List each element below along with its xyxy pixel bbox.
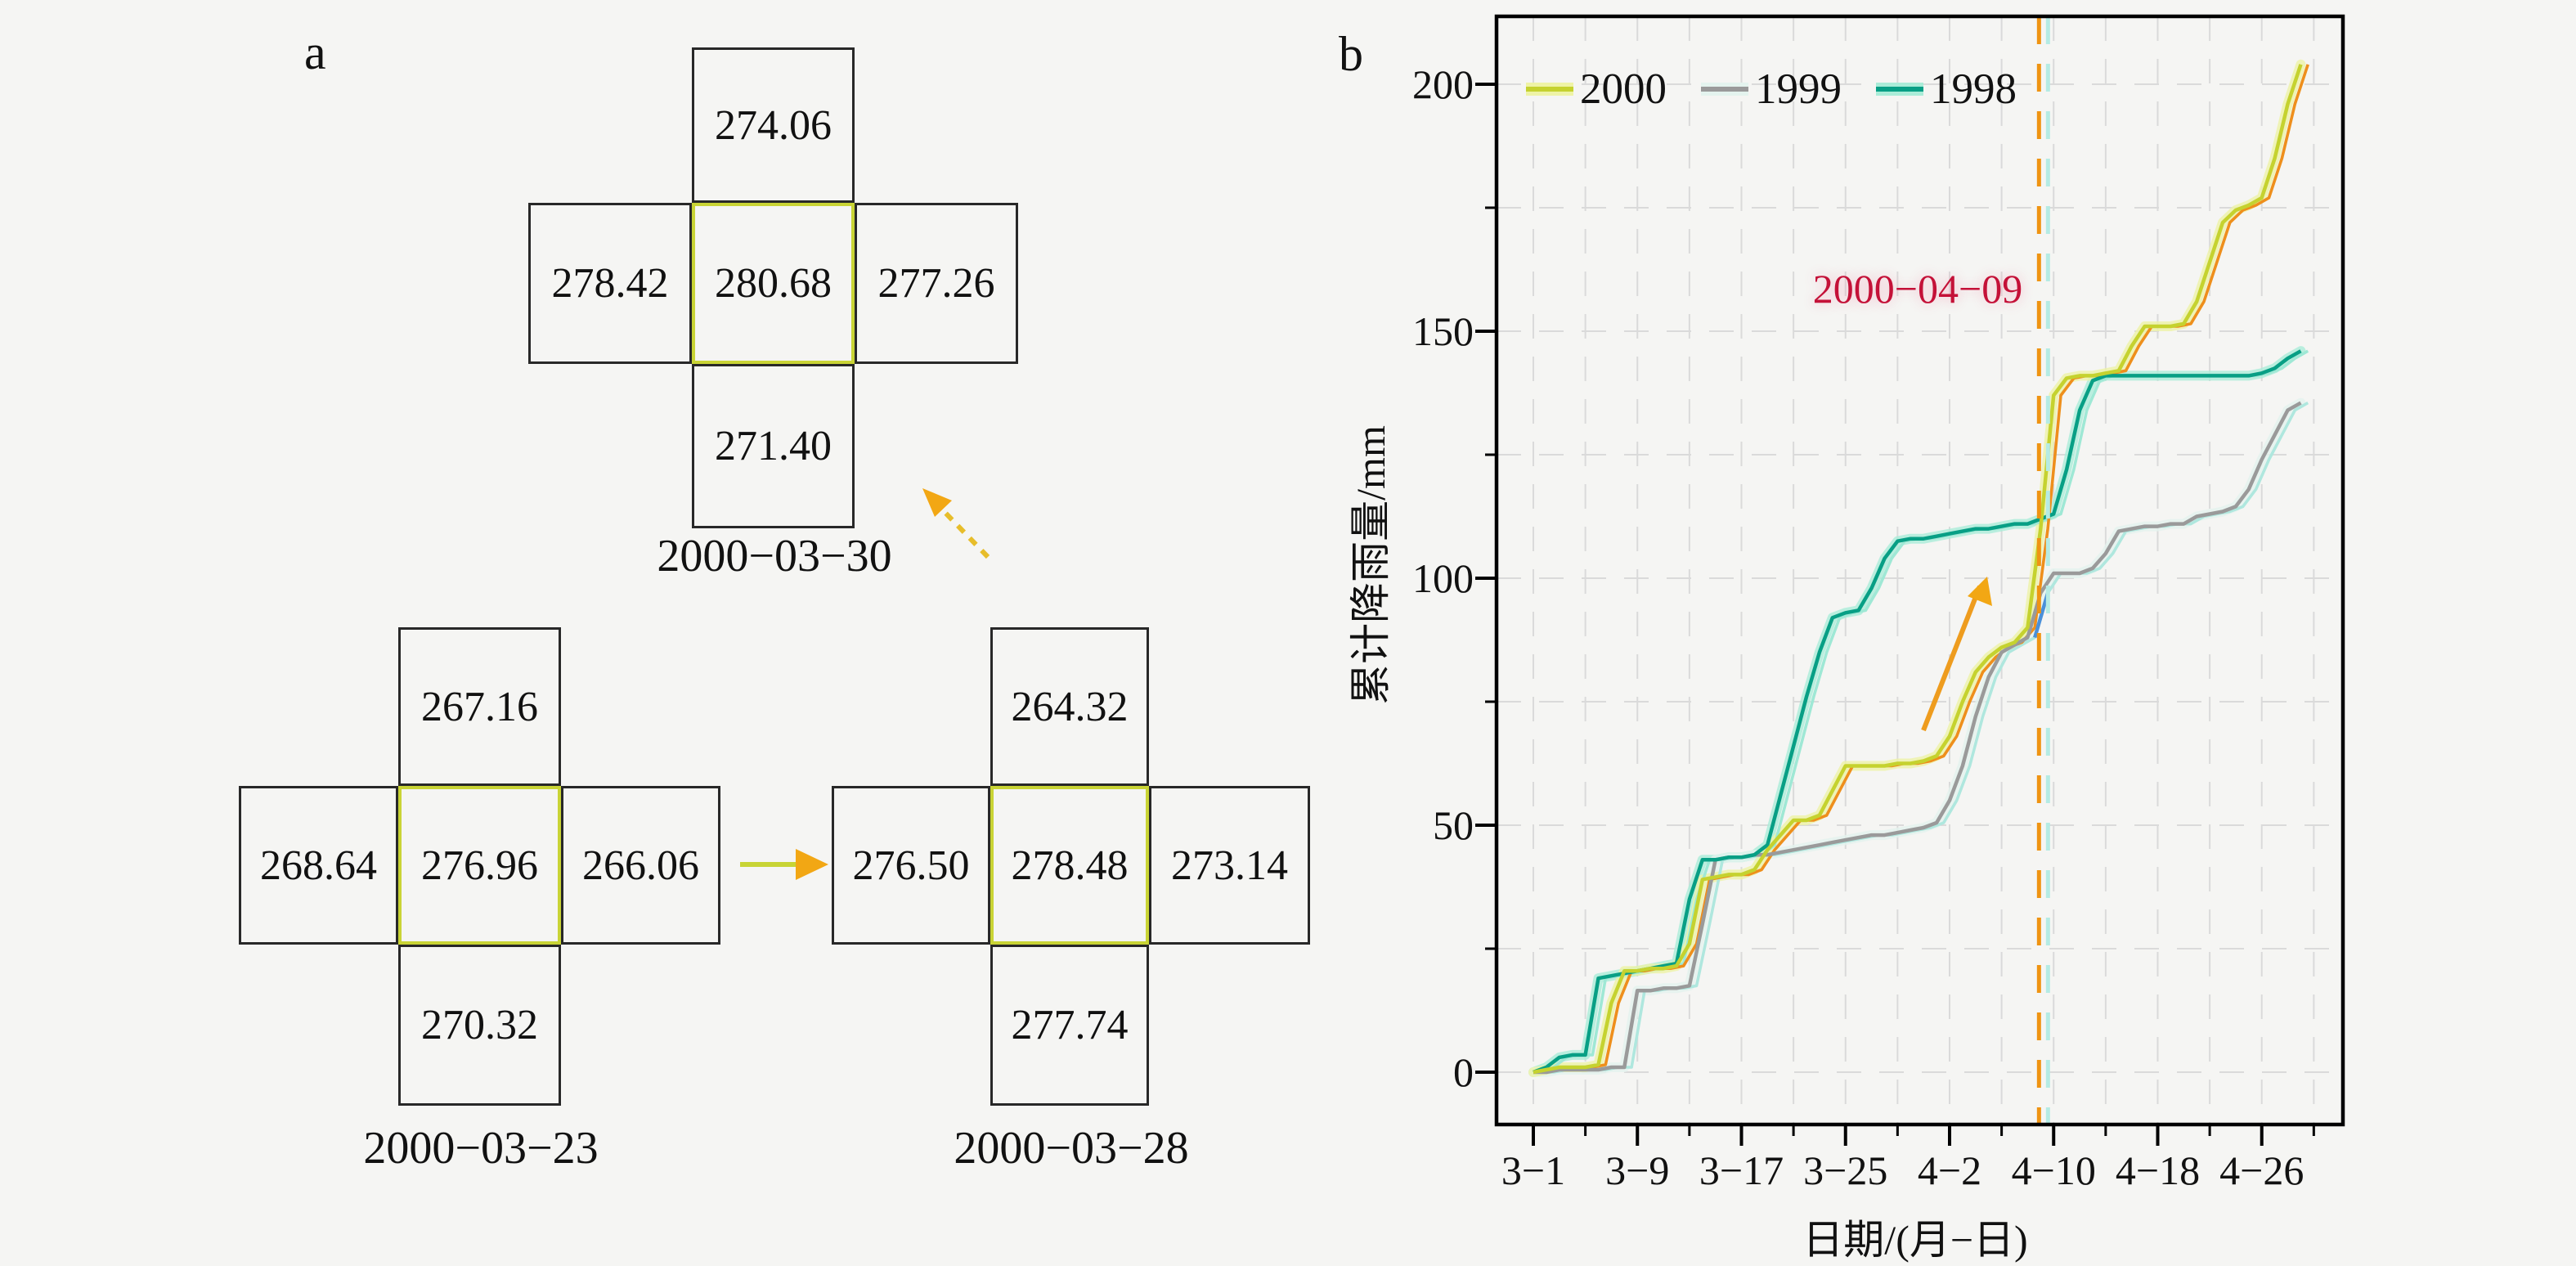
grid-value: 271.40 bbox=[715, 423, 832, 469]
grid-value: 266.06 bbox=[582, 842, 699, 889]
grid-cell-center: 276.96 bbox=[398, 786, 561, 945]
grid-diagram-2000-03-23: 267.16 268.64 276.96 266.06 270.32 bbox=[239, 627, 720, 1106]
series-line-1999 bbox=[1533, 401, 2302, 1075]
series-line-1998 bbox=[1533, 349, 2302, 1075]
x-tick-label: 4−2 bbox=[1917, 1147, 1982, 1193]
grid-value: 278.48 bbox=[1011, 842, 1129, 889]
y-tick-label: 50 bbox=[1433, 802, 1474, 848]
grid-cell-north: 274.06 bbox=[692, 47, 855, 203]
grid-cell-east: 273.14 bbox=[1149, 786, 1310, 945]
legend-item-1998: 1998 bbox=[1876, 65, 2017, 114]
trend-arrow-head-icon bbox=[1968, 577, 1992, 606]
cross-date-label: 2000−03−28 bbox=[954, 1123, 1189, 1174]
chart-legend: 2000 1999 1998 bbox=[1526, 64, 2017, 114]
grid-cell-west: 268.64 bbox=[239, 786, 398, 945]
series-highlight-1999 bbox=[2033, 592, 2050, 639]
grid-value: 277.74 bbox=[1011, 1002, 1129, 1048]
x-tick-label: 4−10 bbox=[2011, 1147, 2096, 1193]
grid-value: 278.42 bbox=[551, 260, 669, 307]
legend-label: 2000 bbox=[1580, 65, 1667, 113]
grid-cell-center: 280.68 bbox=[692, 203, 855, 364]
grid-cell-east: 277.26 bbox=[855, 203, 1018, 364]
event-date-annotation: 2000−04−09 bbox=[1812, 266, 2023, 312]
grid-diagram-2000-03-28: 264.32 276.50 278.48 273.14 277.74 bbox=[832, 627, 1310, 1106]
grid-diagram-2000-03-30: 274.06 278.42 280.68 277.26 271.40 bbox=[528, 47, 1018, 528]
grid-cell-south: 271.40 bbox=[692, 364, 855, 528]
x-axis-title: 日期/(月−日) bbox=[1802, 1217, 2028, 1263]
y-axis-title: 累计降雨量/mm bbox=[1348, 425, 1393, 705]
grid-cell-north: 264.32 bbox=[990, 627, 1149, 786]
grid-cell-south: 270.32 bbox=[398, 945, 561, 1106]
legend-line-swatch-2000-icon bbox=[1526, 82, 1573, 97]
dashed-arrow-up-left-icon bbox=[922, 488, 990, 559]
legend-label: 1999 bbox=[1755, 65, 1842, 113]
grid-cell-north: 267.16 bbox=[398, 627, 561, 786]
grid-cell-south: 277.74 bbox=[990, 945, 1149, 1106]
y-tick-label: 150 bbox=[1412, 308, 1474, 354]
grid-value: 273.14 bbox=[1171, 842, 1288, 889]
solid-arrow-right-icon bbox=[740, 849, 828, 880]
legend-line-swatch-1998-icon bbox=[1876, 82, 1923, 97]
x-tick-label: 4−18 bbox=[2115, 1147, 2201, 1193]
y-tick-label: 200 bbox=[1412, 61, 1474, 107]
grid-value: 264.32 bbox=[1011, 683, 1129, 730]
panel-a-label: a bbox=[304, 25, 326, 79]
x-tick-label: 4−26 bbox=[2219, 1147, 2304, 1193]
panel-b-label: b bbox=[1339, 27, 1363, 81]
series-line-2000 bbox=[1533, 64, 2303, 1075]
grid-value: 270.32 bbox=[421, 1002, 538, 1048]
trend-arrow-shaft bbox=[1921, 585, 1982, 732]
series-halo-2000 bbox=[1528, 59, 2306, 1077]
legend-item-1999: 1999 bbox=[1701, 65, 1842, 114]
x-tick-label: 3−17 bbox=[1699, 1147, 1784, 1193]
grid-value: 276.50 bbox=[852, 842, 970, 889]
y-tick-label: 100 bbox=[1412, 555, 1474, 601]
grid-cell-east: 266.06 bbox=[561, 786, 720, 945]
grid-cell-west: 276.50 bbox=[832, 786, 990, 945]
x-tick-label: 3−25 bbox=[1803, 1147, 1888, 1193]
legend-line-swatch-1999-icon bbox=[1701, 82, 1748, 97]
grid-cell-west: 278.42 bbox=[528, 203, 692, 364]
legend-label: 1998 bbox=[1930, 65, 2017, 113]
grid-cell-center: 278.48 bbox=[990, 786, 1149, 945]
cross-date-label: 2000−03−30 bbox=[657, 531, 892, 581]
grid-value: 268.64 bbox=[260, 842, 377, 889]
y-tick-label: 0 bbox=[1453, 1049, 1474, 1095]
x-tick-label: 3−1 bbox=[1501, 1147, 1566, 1193]
grid-value: 267.16 bbox=[421, 683, 538, 730]
legend-item-2000: 2000 bbox=[1526, 65, 1667, 114]
grid-value: 277.26 bbox=[877, 260, 995, 307]
grid-value: 276.96 bbox=[421, 842, 538, 889]
series-companion-2000 bbox=[1540, 64, 2309, 1074]
grid-value: 280.68 bbox=[715, 260, 832, 307]
grid-value: 274.06 bbox=[715, 101, 832, 149]
plot-border bbox=[1494, 14, 2345, 1127]
x-tick-label: 3−9 bbox=[1605, 1147, 1670, 1193]
cross-date-label: 2000−03−23 bbox=[363, 1123, 599, 1174]
